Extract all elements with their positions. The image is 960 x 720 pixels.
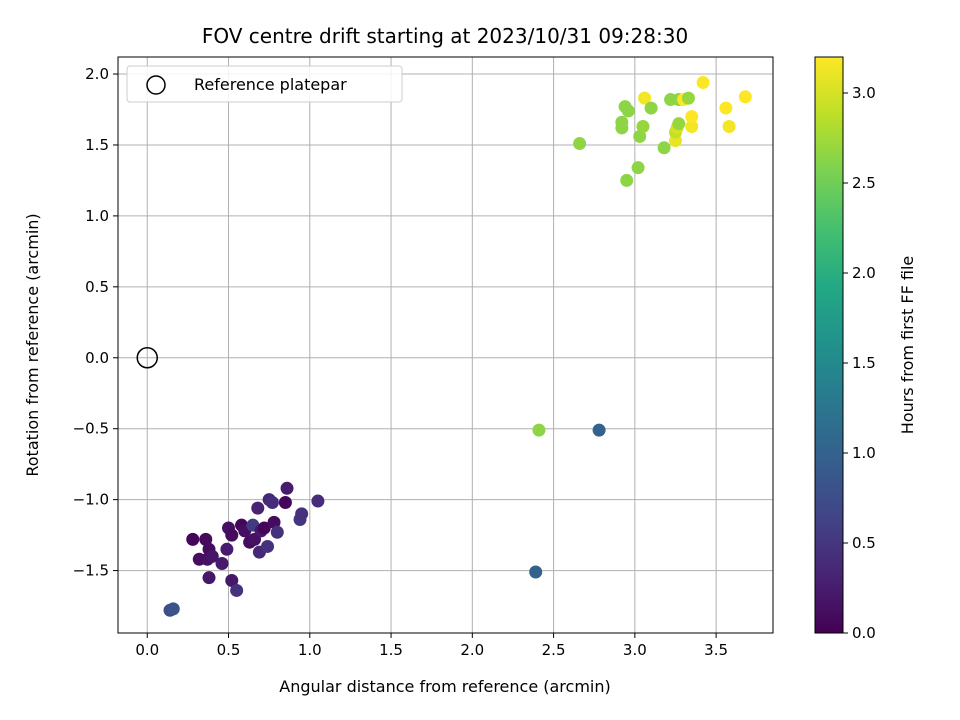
y-tick-label: 1.0 [85, 207, 109, 225]
scatter-point [738, 90, 752, 104]
plot-area: 0.0 0.5 1.0 1.5 2.0 2.5 3.0 3.5 −1.5 −1.0 −0.5 0.0… [73, 56, 774, 659]
scatter-point [633, 129, 647, 143]
x-axis-ticks: 0.0 0.5 1.0 1.5 2.0 2.5 3.0 3.5 [135, 633, 728, 659]
x-tick-label: 0.0 [135, 641, 159, 659]
scatter-point [311, 494, 325, 508]
scatter-point [620, 173, 634, 187]
scatter-point [186, 532, 200, 546]
scatter-point [722, 120, 736, 134]
colorbar-ticks: 0.0 0.5 1.0 1.5 2.0 2.5 3.0 [843, 84, 876, 642]
legend-marker-icon [146, 75, 166, 95]
scatter-point [719, 101, 733, 115]
scatter-point [270, 525, 284, 539]
x-tick-label: 1.0 [298, 641, 322, 659]
scatter-point [592, 423, 606, 437]
colorbar-tick-label: 0.5 [852, 534, 876, 552]
x-axis-label: Angular distance from reference (arcmin) [279, 677, 610, 696]
scatter-point [631, 161, 645, 175]
scatter-point [257, 521, 271, 535]
colorbar-tick-label: 0.0 [852, 624, 876, 642]
scatter-point [251, 501, 265, 515]
scatter-point [636, 120, 650, 134]
scatter-point [265, 495, 279, 509]
reference-marker-group [136, 347, 159, 369]
y-axis-label: Rotation from reference (arcmin) [23, 213, 42, 476]
scatter-point [696, 76, 710, 90]
scatter-point [295, 507, 309, 521]
legend-box [126, 65, 403, 103]
chart-title: FOV centre drift starting at 2023/10/31 … [202, 24, 688, 48]
scatter-point [621, 104, 635, 118]
y-tick-label: 1.5 [85, 136, 109, 154]
scatter-point [672, 117, 686, 131]
scatter-point [166, 602, 180, 616]
scatter-point [615, 115, 629, 129]
colorbar-label: Hours from first FF file [898, 256, 917, 435]
scatter-point [573, 137, 587, 151]
colorbar-tick-label: 1.0 [852, 444, 876, 462]
y-tick-label: −1.0 [73, 491, 109, 509]
scatter-point [638, 91, 652, 105]
scatter-point [225, 528, 239, 542]
scatter-point [657, 141, 671, 155]
scatter-point [278, 495, 292, 509]
grid [118, 57, 773, 633]
reference-platepar-marker [136, 347, 159, 369]
scatter-point [205, 549, 219, 563]
scatter-point [529, 565, 543, 579]
x-tick-label: 2.0 [460, 641, 484, 659]
colorbar-tick-label: 3.0 [852, 84, 876, 102]
y-tick-label: 0.5 [85, 278, 109, 296]
scatter-point [681, 91, 695, 105]
colorbar-tick-label: 1.5 [852, 354, 876, 372]
scatter-point [261, 539, 275, 553]
colorbar-tick-label: 2.0 [852, 264, 876, 282]
y-axis-ticks: −1.5 −1.0 −0.5 0.0 0.5 1.0 1.5 2.0 [73, 65, 118, 580]
colorbar-frame [814, 56, 844, 634]
legend-entry-reference-platepar: Reference platepar [194, 75, 347, 94]
x-tick-label: 3.0 [623, 641, 647, 659]
y-tick-label: −1.5 [73, 562, 109, 580]
x-tick-label: 2.5 [542, 641, 566, 659]
x-tick-label: 3.5 [704, 641, 728, 659]
scatter-point [230, 583, 244, 597]
scatter-point [215, 556, 229, 570]
y-tick-label: 0.0 [85, 349, 109, 367]
y-tick-label: −0.5 [73, 420, 109, 438]
scatter-point [199, 532, 213, 546]
y-tick-label: 2.0 [85, 65, 109, 83]
x-tick-label: 1.5 [379, 641, 403, 659]
colorbar-tick-label: 2.5 [852, 174, 876, 192]
scatter-point [532, 423, 546, 437]
scatter-point [685, 110, 699, 124]
scatter-point [220, 542, 234, 556]
scatter-point [267, 515, 281, 529]
colorbar-gradient [815, 57, 843, 633]
x-tick-label: 0.5 [217, 641, 241, 659]
colorbar: 0.0 0.5 1.0 1.5 2.0 2.5 3.0 Hours from first F… [814, 56, 917, 642]
scatter-point [685, 120, 699, 134]
scatter-point [202, 571, 216, 585]
plot-frame [117, 56, 774, 634]
scatter-point [644, 101, 658, 115]
scatter-point [225, 574, 239, 588]
scatter-points [163, 76, 752, 617]
scatter-point [280, 481, 294, 495]
legend: Reference platepar [126, 65, 403, 103]
